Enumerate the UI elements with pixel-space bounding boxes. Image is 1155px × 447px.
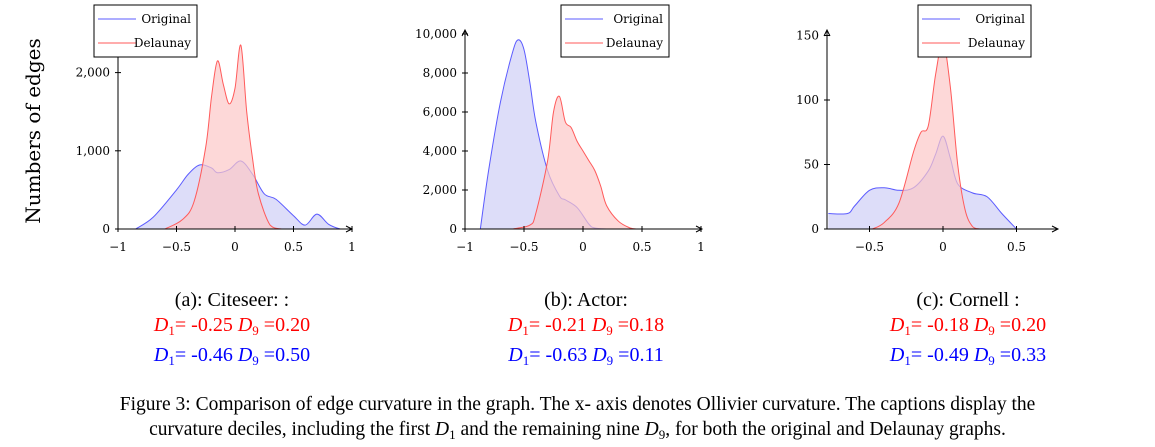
panel-a-y-tick-label: 0 [102, 222, 110, 236]
figure-caption-line-2: curvature deciles, including the first D… [0, 417, 1155, 447]
panel-b-x-tick-label: 1 [697, 240, 705, 254]
figure-caption-text-c: , for both the original and Delaunay gra… [665, 419, 1006, 440]
panel-b-x-tick-label: 0.5 [632, 240, 651, 254]
panel-c-original-d1: -0.49 [927, 344, 969, 366]
panel-b: 0 2,000 4,000 6,000 8,000 10,000 −1 −0.5 0 0.5 1 Or… [415, 4, 705, 254]
panel-b-delaunay-d1: -0.21 [545, 314, 587, 336]
panel-a-x-tick-label: −0.5 [162, 240, 191, 254]
panel-a-delaunay-d1: -0.25 [191, 314, 233, 336]
panel-a-delaunay-d9: 0.20 [275, 314, 311, 336]
panel-a-x-tick-label: 0 [231, 240, 239, 254]
panel-c-original-d9: 0.33 [1011, 344, 1047, 366]
panel-b-title: (b): Actor: [544, 289, 628, 311]
panel-c-y-arrow [823, 28, 831, 37]
panel-c-x-tick-label: 0.5 [1007, 240, 1026, 254]
y-axis-label: Numbers of edges [21, 38, 45, 224]
panel-c-y-tick-label: 50 [804, 158, 819, 172]
figure-caption-line-1: Figure 3: Comparison of edge curvature i… [119, 394, 1036, 415]
panel-a-legend [93, 4, 198, 58]
panel-b-y-tick-label: 4,000 [423, 144, 457, 158]
panel-b-original-area [480, 39, 619, 229]
panel-b-x-arrow [695, 225, 704, 233]
panel-c-original-stats: D1= -0.49 D9 =0.33 [889, 344, 1047, 368]
panel-a-delaunay-area [164, 44, 294, 229]
panel-b-original-stats: D1= -0.63 D9 =0.11 [508, 344, 664, 368]
panel-a-legend-delaunay-label: Delaunay [134, 36, 191, 50]
panel-b-original-d9: 0.11 [629, 344, 664, 366]
chart-panels: 0 1,000 2,000 −1 −0.5 0 0.5 1 Original Delaunay 0 2… [76, 4, 1060, 254]
panel-c-y-tick-label: 150 [796, 29, 819, 43]
panel-b-y-tick-label: 8,000 [423, 66, 457, 80]
panel-a-title: (a): Citeseer: : [174, 289, 290, 311]
panel-c-delaunay-stats: D1= -0.18 D9 =0.20 [889, 314, 1047, 338]
panel-a-original-d1: -0.46 [191, 344, 233, 366]
panel-c-delaunay-area [872, 41, 988, 229]
panel-c-title: (c): Cornell : [916, 289, 1020, 311]
figure-caption-d1: D [435, 419, 450, 440]
panel-c-x-tick-label: 0 [939, 240, 947, 254]
panel-b-original-d1: -0.63 [545, 344, 588, 366]
panel-b-x-tick-label: −0.5 [509, 240, 538, 254]
panel-a-legend-original-label: Original [141, 12, 191, 26]
panel-a-y-tick-label: 1,000 [76, 144, 110, 158]
panel-c-legend [917, 4, 1032, 58]
panel-c: 0 50 100 150 −0.5 0 0.5 Original Delaunay [796, 4, 1060, 254]
panel-b-x-tick-label: 0 [579, 240, 587, 254]
panel-a-x-tick-label: 0.5 [284, 240, 303, 254]
panel-b-delaunay-area [512, 96, 637, 229]
panel-c-legend-original-label: Original [975, 12, 1025, 26]
panel-b-y-tick-label: 2,000 [423, 183, 457, 197]
panel-a-original-stats: D1= -0.46 D9 =0.50 [153, 344, 311, 368]
panel-c-y-tick-label: 0 [811, 222, 819, 236]
panel-b-y-tick-label: 0 [449, 222, 457, 236]
panel-a: 0 1,000 2,000 −1 −0.5 0 0.5 1 Original Delaunay [76, 4, 356, 254]
panel-a-y-tick-label: 2,000 [76, 66, 110, 80]
panel-b-delaunay-line [512, 95, 637, 230]
panel-a-x-tick-label: 1 [348, 240, 356, 254]
figure-caption-d9-sub: 9 [658, 427, 666, 442]
panel-c-delaunay-d1: -0.18 [927, 314, 969, 336]
panel-b-delaunay-stats: D1= -0.21 D9 =0.18 [507, 314, 665, 338]
panel-a-x-tick-label: −1 [109, 240, 127, 254]
figure-caption-d9: D [644, 419, 659, 440]
panel-a-caption-block: (a): Citeseer: : D1= -0.25 D9 =0.20 D1= … [112, 288, 352, 373]
panel-b-legend-delaunay-label: Delaunay [606, 36, 663, 50]
panel-b-x-tick-label: −1 [456, 240, 474, 254]
panel-c-x-tick-label: −0.5 [855, 240, 884, 254]
panel-c-legend-delaunay-label: Delaunay [968, 36, 1025, 50]
panel-b-caption-block: (b): Actor: D1= -0.21 D9 =0.18 D1= -0.63… [466, 288, 706, 373]
figure-caption-text-a: curvature deciles, including the first [149, 419, 436, 440]
panel-c-caption-block: (c): Cornell : D1= -0.18 D9 =0.20 D1= -0… [848, 288, 1088, 373]
panel-c-x-arrow [1051, 225, 1060, 233]
panel-b-y-tick-label: 6,000 [423, 105, 457, 119]
panel-a-delaunay-stats: D1= -0.25 D9 =0.20 [153, 314, 311, 338]
panel-c-delaunay-d9: 0.20 [1011, 314, 1047, 336]
figure-caption-text-b: and the remaining nine [455, 419, 645, 440]
figure-panels: Numbers of edges 0 1,000 2,000 −1 −0.5 0 0.5 1 O… [21, 4, 1060, 254]
panel-c-y-tick-label: 100 [796, 93, 819, 107]
panel-a-original-d9: 0.50 [275, 344, 311, 366]
panel-b-delaunay-d9: 0.18 [629, 314, 665, 336]
panel-b-legend-original-label: Original [613, 12, 663, 26]
panel-a-delaunay-line [164, 44, 294, 230]
panel-b-legend [560, 4, 670, 58]
figure-caption: Figure 3: Comparison of edge curvature i… [0, 392, 1155, 447]
figure-caption-d1-sub: 1 [449, 427, 456, 442]
panel-b-y-tick-label: 10,000 [415, 27, 457, 41]
